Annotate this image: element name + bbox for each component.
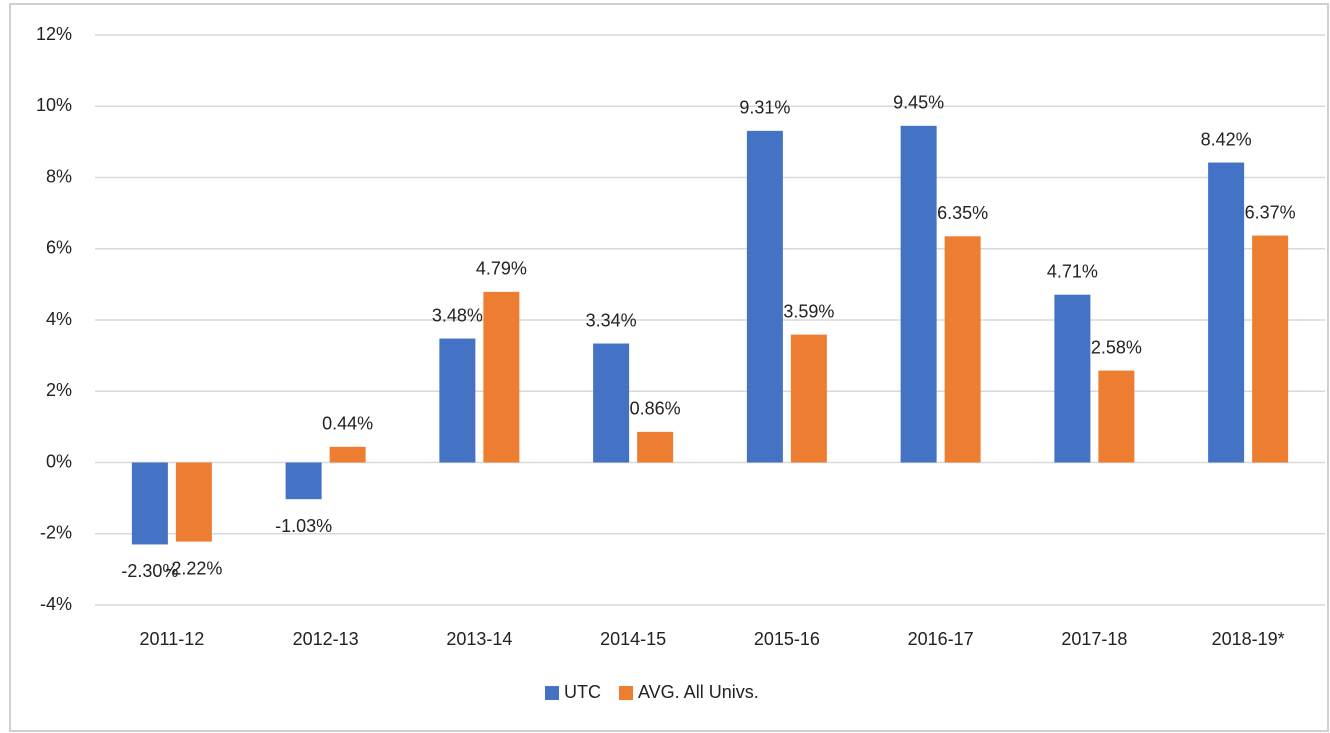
bar <box>483 291 520 463</box>
data-label: 0.86% <box>630 399 681 419</box>
bar <box>790 334 827 463</box>
bar <box>1208 162 1245 463</box>
bar <box>900 125 937 463</box>
data-label: 6.35% <box>937 203 988 223</box>
data-label: 0.44% <box>322 414 373 434</box>
bar <box>944 236 981 463</box>
x-tick-label: 2011-12 <box>140 629 205 649</box>
x-tick-label: 2013-14 <box>446 629 512 649</box>
data-label: 6.37% <box>1245 202 1296 222</box>
y-tick-label: -4% <box>40 594 72 614</box>
data-label: 3.48% <box>432 305 483 325</box>
y-tick-label: 0% <box>46 451 72 471</box>
y-tick-label: 4% <box>46 309 72 329</box>
data-label: -1.03% <box>275 516 332 536</box>
bar <box>746 130 783 463</box>
x-tick-label: 2017-18 <box>1061 629 1127 649</box>
data-label: 9.31% <box>739 98 790 118</box>
bar <box>131 462 168 545</box>
y-tick-label: 12% <box>36 24 72 44</box>
bar <box>329 446 366 463</box>
bar <box>285 462 322 500</box>
y-tick-label: 6% <box>46 238 72 258</box>
data-label: 8.42% <box>1201 129 1252 149</box>
data-label: 3.34% <box>586 310 637 330</box>
x-tick-label: 2015-16 <box>754 629 820 649</box>
y-tick-label: 2% <box>46 380 72 400</box>
data-label: 3.59% <box>783 301 834 321</box>
data-label: 4.71% <box>1047 261 1098 281</box>
bar <box>1252 235 1289 463</box>
bar <box>1098 370 1135 463</box>
bar <box>175 462 212 542</box>
y-tick-label: -2% <box>40 523 72 543</box>
x-tick-label: 2018-19* <box>1212 629 1285 649</box>
legend-label: AVG. All Univs. <box>638 682 759 702</box>
data-label: 4.79% <box>476 259 527 279</box>
y-tick-label: 8% <box>46 166 72 186</box>
x-tick-label: 2016-17 <box>908 629 974 649</box>
bar <box>439 338 476 463</box>
data-label: -2.22% <box>165 558 222 578</box>
data-label: -2.30% <box>121 561 178 581</box>
legend-swatch <box>545 686 559 700</box>
bar <box>1054 294 1091 463</box>
bar <box>637 431 674 463</box>
y-tick-label: 10% <box>36 95 72 115</box>
chart-border <box>9 3 1329 732</box>
x-tick-label: 2014-15 <box>600 629 666 649</box>
x-tick-label: 2012-13 <box>293 629 359 649</box>
legend-swatch <box>619 686 633 700</box>
data-label: 9.45% <box>893 93 944 113</box>
bar <box>593 343 630 463</box>
legend-label: UTC <box>564 682 601 702</box>
data-label: 2.58% <box>1091 337 1142 357</box>
